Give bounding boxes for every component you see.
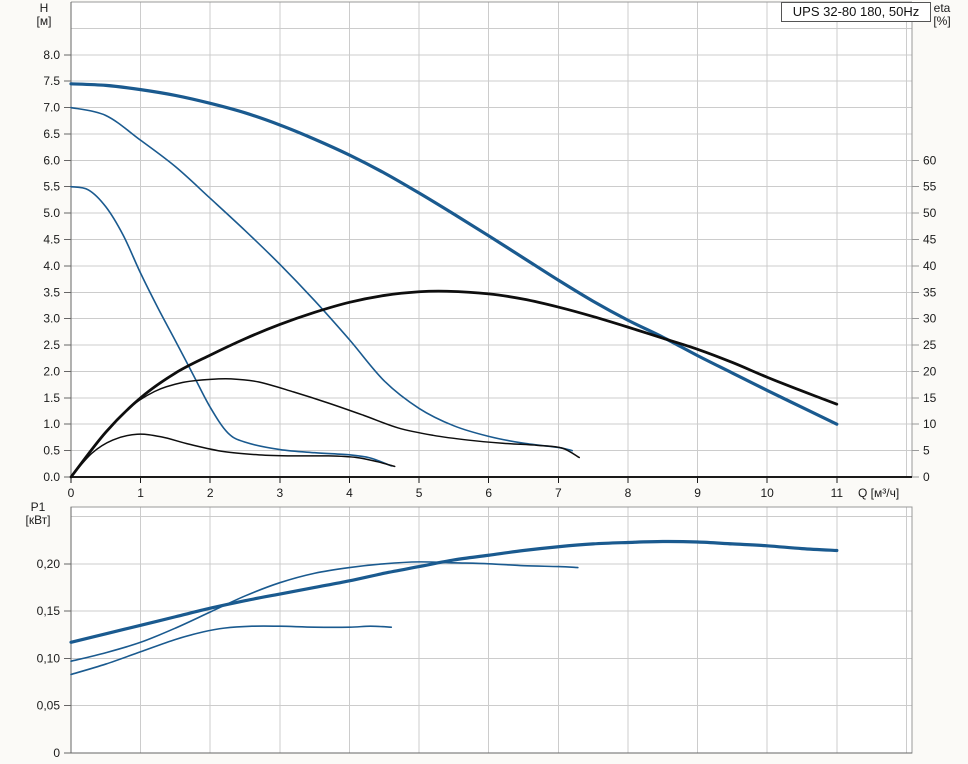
tick-label: 0,10 <box>37 651 61 665</box>
top-chart-curves <box>69 82 839 479</box>
tick-label: 1.0 <box>43 417 60 431</box>
tick-labels: 0.0 0.5 1.0 1.5 2.0 2.5 3.0 3.5 4.0 4.5 5.0 5.5 6.0 6… <box>37 48 937 760</box>
tick-label: 15 <box>923 391 937 405</box>
curve-h-q-curve-speed-1 <box>70 185 393 467</box>
tick-label: 2.5 <box>43 338 60 352</box>
tick-label: 4.0 <box>43 259 60 273</box>
tick-label: 5.5 <box>43 180 60 194</box>
tick-label: 8 <box>625 486 632 500</box>
curve-eta-curve-speed-2 <box>70 377 580 478</box>
tick-label: 0 <box>923 470 930 484</box>
flow-axis-label-text: Q [м³/ч] <box>858 486 900 500</box>
tick-label: 0,05 <box>37 699 61 713</box>
tick-label: 5 <box>416 486 423 500</box>
curve-p1-curve-speed-2 <box>70 561 579 663</box>
tick-label: 1.5 <box>43 391 60 405</box>
tick-label: 6 <box>485 486 492 500</box>
tick-label: 4 <box>346 486 353 500</box>
tick-label: 40 <box>923 259 937 273</box>
tick-label: 45 <box>923 233 937 247</box>
tick-label: 5 <box>923 444 930 458</box>
tick-label: 2 <box>207 486 214 500</box>
gridlines <box>71 2 912 753</box>
tick-label: 1 <box>137 486 144 500</box>
tick-marks <box>64 54 919 754</box>
tick-label: 30 <box>923 312 937 326</box>
curve-p1-curve-speed-3-max- <box>69 539 839 644</box>
tick-label: 60 <box>923 153 937 167</box>
head-axis-label-line1: H <box>39 1 49 15</box>
tick-label: 11 <box>831 486 844 500</box>
chart-title-box: UPS 32-80 180, 50Hz <box>781 2 931 22</box>
tick-label: 20 <box>923 364 937 378</box>
flow-axis-label: Q [м³/ч] <box>858 487 928 500</box>
tick-label: 50 <box>923 206 937 220</box>
tick-label: 9 <box>694 486 701 500</box>
tick-label: 10 <box>923 417 937 431</box>
eta-axis-label: eta [%] <box>924 2 960 28</box>
tick-label: 3.5 <box>43 285 60 299</box>
curve-p1-curve-speed-1 <box>70 625 393 676</box>
tick-label: 3.0 <box>43 312 60 326</box>
power-axis-label-line1: P1 <box>30 500 46 514</box>
tick-label: 3 <box>277 486 284 500</box>
tick-label: 8.0 <box>43 48 60 62</box>
tick-label: 7.0 <box>43 101 60 115</box>
tick-label: 7 <box>555 486 562 500</box>
head-axis-label-line2: [м] <box>36 14 52 28</box>
tick-label: 25 <box>923 338 937 352</box>
power-axis-label: P1 [кВт] <box>14 501 62 527</box>
tick-label: 2.0 <box>43 364 60 378</box>
tick-label: 0 <box>68 486 75 500</box>
power-axis-label-line2: [кВт] <box>25 513 51 527</box>
tick-label: 10 <box>761 486 775 500</box>
tick-label: 0,15 <box>37 604 61 618</box>
eta-axis-label-line2: [%] <box>933 14 951 28</box>
curve-eta-curve-speed-1 <box>70 433 396 478</box>
tick-label: 0,20 <box>37 557 61 571</box>
chart-title: UPS 32-80 180, 50Hz <box>792 4 920 19</box>
tick-label: 4.5 <box>43 233 60 247</box>
curve-h-q-curve-speed-3-max- <box>69 82 839 426</box>
tick-label: 0 <box>53 746 60 760</box>
curve-h-q-curve-speed-2 <box>70 106 574 452</box>
tick-label: 7.5 <box>43 74 60 88</box>
tick-label: 5.0 <box>43 206 60 220</box>
tick-label: 55 <box>923 180 937 194</box>
bottom-chart-curves <box>69 539 839 676</box>
tick-label: 0.5 <box>43 444 60 458</box>
tick-label: 35 <box>923 285 937 299</box>
plot-backgrounds <box>71 2 912 753</box>
curve-eta-curve-speed-3-max- <box>69 289 839 479</box>
bottom-plot-area <box>71 507 912 753</box>
head-axis-label: H [м] <box>26 2 62 28</box>
tick-label: 6.0 <box>43 153 60 167</box>
tick-label: 0.0 <box>43 470 60 484</box>
tick-label: 6.5 <box>43 127 60 141</box>
eta-axis-label-line1: eta <box>933 1 951 15</box>
